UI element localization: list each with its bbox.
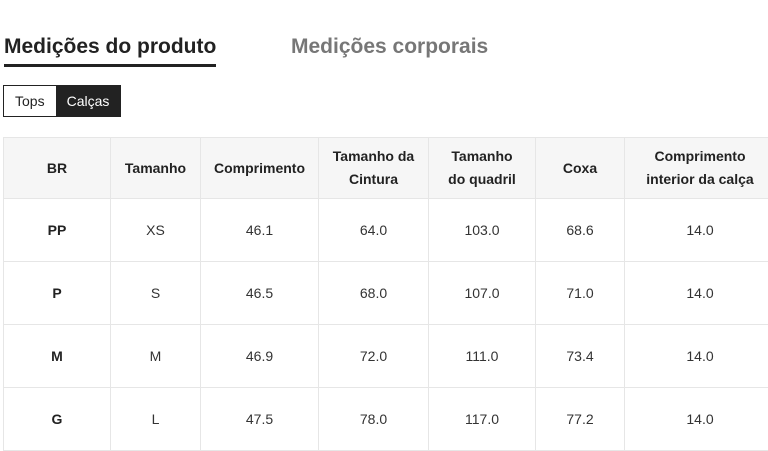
table-cell: XS [111, 199, 201, 262]
column-header: Tamanho da Cintura [319, 138, 429, 199]
column-header: Coxa [536, 138, 625, 199]
table-cell: M [4, 325, 111, 388]
table-cell: 77.2 [536, 388, 625, 451]
table-cell: 78.0 [319, 388, 429, 451]
tab[interactable]: Medições corporais [291, 35, 488, 59]
table-cell: 64.0 [319, 199, 429, 262]
table-cell: 46.5 [201, 262, 319, 325]
table-cell: 71.0 [536, 262, 625, 325]
table-cell: 73.4 [536, 325, 625, 388]
table-cell: 72.0 [319, 325, 429, 388]
sub-tab[interactable]: Calças [56, 86, 121, 116]
column-header: Comprimento [201, 138, 319, 199]
table-cell: PP [4, 199, 111, 262]
table-cell: G [4, 388, 111, 451]
table-cell: 14.0 [625, 262, 768, 325]
column-header: Comprimento interior da calça [625, 138, 768, 199]
table-cell: 46.1 [201, 199, 319, 262]
column-header: Tamanho do quadril [429, 138, 536, 199]
table-cell: 14.0 [625, 325, 768, 388]
table-cell: 14.0 [625, 199, 768, 262]
tab[interactable]: Medições do produto [4, 35, 216, 67]
table-cell: 47.5 [201, 388, 319, 451]
sub-tab-group: Tops Calças [3, 85, 121, 117]
table-cell: 46.9 [201, 325, 319, 388]
column-header: Tamanho [111, 138, 201, 199]
table-cell: M [111, 325, 201, 388]
sub-tab[interactable]: Tops [4, 86, 56, 116]
table-cell: 68.6 [536, 199, 625, 262]
table-cell: 68.0 [319, 262, 429, 325]
table-cell: 117.0 [429, 388, 536, 451]
table-cell: 103.0 [429, 199, 536, 262]
table-cell: 107.0 [429, 262, 536, 325]
table-cell: 111.0 [429, 325, 536, 388]
table-cell: L [111, 388, 201, 451]
table-cell: S [111, 262, 201, 325]
column-header: BR [4, 138, 111, 199]
table-cell: P [4, 262, 111, 325]
table-cell: 14.0 [625, 388, 768, 451]
